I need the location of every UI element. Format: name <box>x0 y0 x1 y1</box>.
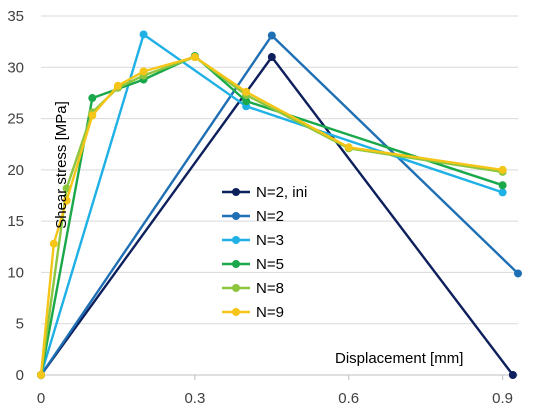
series-line <box>39 55 503 376</box>
legend-marker <box>232 308 240 316</box>
data-point <box>88 111 97 120</box>
x-tick-label: 0 <box>37 390 45 407</box>
tick-labels: 0 5 10 15 20 25 30 35 0 0.3 0.6 0.9 <box>7 8 513 407</box>
data-point <box>37 371 45 379</box>
series-line <box>39 33 503 376</box>
legend-marker <box>232 260 240 268</box>
legend-entry: N=5 <box>222 256 284 273</box>
data-point <box>498 165 507 174</box>
legend-entry: N=9 <box>222 304 284 321</box>
data-point <box>514 269 522 278</box>
legend-label: N=9 <box>256 304 284 321</box>
data-point <box>242 97 251 106</box>
data-point <box>267 53 276 62</box>
legend-marker <box>232 188 240 196</box>
data-point <box>139 30 148 39</box>
data-point <box>498 181 507 190</box>
y-tick-label: 5 <box>16 316 24 333</box>
legend: N=2, ini N=2 N=3 N=5 N=8 N=9 <box>222 184 307 321</box>
x-tick-label: 0.9 <box>492 390 513 407</box>
series-n-2 <box>37 31 522 379</box>
data-point <box>139 67 148 76</box>
x-axis-title: Displacement [mm] <box>335 350 463 367</box>
data-point <box>508 371 517 379</box>
data-point <box>498 188 507 197</box>
legend-label: N=2 <box>256 208 284 225</box>
legend-entry: N=3 <box>222 232 284 249</box>
data-point <box>344 143 353 152</box>
legend-marker <box>232 212 240 220</box>
y-tick-label: 30 <box>7 59 24 76</box>
legend-label: N=3 <box>256 232 284 249</box>
legend-label: N=2, ini <box>256 184 307 201</box>
y-tick-label: 35 <box>7 8 24 25</box>
legend-label: N=8 <box>256 280 284 297</box>
series-n-9 <box>37 53 507 379</box>
data-point <box>62 196 71 205</box>
data-point <box>267 31 276 40</box>
data-point <box>49 239 58 248</box>
y-tick-label: 15 <box>7 213 24 230</box>
data-point <box>113 81 122 90</box>
legend-entry: N=8 <box>222 280 284 297</box>
y-tick-label: 20 <box>7 162 24 179</box>
legend-entry: N=2, ini <box>222 184 307 201</box>
axes <box>40 374 518 380</box>
y-axis-title: Shear stress [MPa] <box>53 101 70 229</box>
data-point <box>242 87 251 96</box>
x-tick-label: 0.3 <box>184 390 205 407</box>
y-tick-label: 25 <box>7 111 24 128</box>
y-tick-label: 0 <box>16 367 24 384</box>
legend-marker <box>232 236 240 244</box>
y-tick-label: 10 <box>7 264 24 281</box>
x-tick-label: 0.6 <box>338 390 359 407</box>
legend-label: N=5 <box>256 256 284 273</box>
series-lines <box>37 30 522 379</box>
legend-marker <box>232 284 240 292</box>
data-point <box>190 53 199 62</box>
data-point <box>88 94 97 103</box>
series-n-3 <box>37 30 507 379</box>
legend-entry: N=2 <box>222 208 284 225</box>
